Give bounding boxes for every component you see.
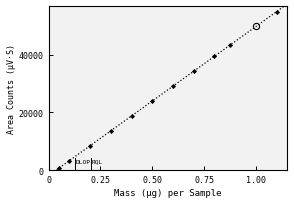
Y-axis label: Area Counts (μV·S): Area Counts (μV·S) xyxy=(7,44,16,133)
Text: RQL: RQL xyxy=(92,159,103,164)
X-axis label: Mass (μg) per Sample: Mass (μg) per Sample xyxy=(114,188,222,197)
Text: DLOP: DLOP xyxy=(75,159,90,164)
